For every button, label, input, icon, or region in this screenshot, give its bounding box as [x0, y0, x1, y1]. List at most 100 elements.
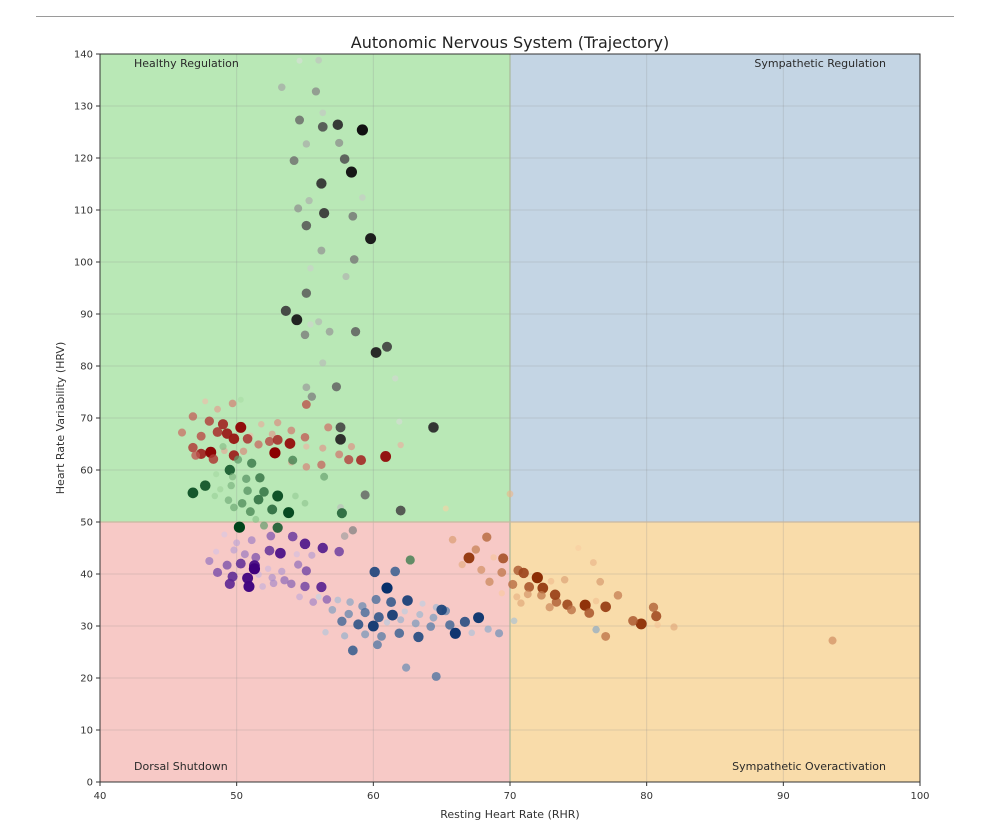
- data-point: [654, 621, 661, 629]
- data-point: [377, 632, 386, 641]
- data-point: [426, 622, 436, 631]
- data-point: [242, 572, 254, 584]
- data-point: [302, 463, 311, 471]
- data-point: [477, 565, 486, 574]
- data-point: [280, 576, 289, 585]
- data-point: [264, 565, 272, 572]
- data-point: [222, 560, 232, 570]
- data-point: [227, 481, 235, 490]
- data-point: [458, 561, 466, 569]
- top-rule: [36, 16, 954, 17]
- data-point: [360, 607, 370, 618]
- data-point: [308, 551, 316, 559]
- x-tick-label: 40: [94, 791, 107, 802]
- data-point: [301, 400, 311, 409]
- data-point: [316, 178, 327, 189]
- data-point: [413, 631, 424, 643]
- x-tick-label: 100: [910, 791, 929, 802]
- data-point: [498, 553, 509, 564]
- y-tick-label: 50: [80, 518, 93, 529]
- data-point: [341, 632, 349, 640]
- series-oranges-cluster: [442, 490, 837, 645]
- data-point: [547, 577, 555, 585]
- y-tick-label: 60: [80, 466, 93, 477]
- data-point: [592, 625, 600, 634]
- data-point: [592, 597, 600, 605]
- data-point: [268, 430, 276, 438]
- series-greys-cluster: [278, 56, 439, 540]
- quadrant-label-healthy-regulation: Healthy Regulation: [134, 57, 239, 70]
- data-point: [188, 412, 198, 421]
- data-point: [397, 441, 404, 449]
- data-point: [188, 442, 198, 453]
- data-point: [335, 138, 344, 147]
- data-point: [317, 246, 326, 255]
- y-tick-label: 110: [74, 206, 93, 217]
- data-point: [278, 83, 286, 92]
- data-point: [524, 582, 535, 592]
- data-point: [589, 559, 597, 567]
- data-point: [394, 628, 405, 639]
- data-point: [275, 547, 286, 559]
- y-tick-label: 10: [80, 726, 93, 737]
- quadrant-label-sympathetic-overactivation: Sympathetic Overactivation: [732, 760, 886, 773]
- data-point: [448, 535, 457, 544]
- series-greens-cluster: [187, 396, 415, 565]
- data-point: [272, 434, 283, 445]
- data-point: [228, 473, 237, 481]
- data-point: [243, 580, 255, 593]
- y-tick-label: 100: [74, 258, 93, 269]
- data-point: [217, 486, 224, 493]
- data-point: [252, 515, 260, 523]
- data-point: [320, 472, 329, 481]
- data-point: [230, 503, 238, 512]
- data-point: [459, 616, 470, 627]
- data-point: [510, 617, 518, 625]
- data-point: [259, 487, 269, 497]
- data-point: [369, 566, 380, 578]
- data-point: [397, 616, 405, 624]
- data-point: [383, 619, 391, 626]
- data-point: [315, 318, 323, 326]
- data-point: [331, 382, 342, 392]
- data-point: [233, 539, 241, 547]
- data-point: [322, 629, 329, 636]
- data-point: [348, 211, 358, 221]
- data-point: [243, 486, 252, 496]
- data-point: [345, 166, 358, 178]
- quadrant-sympathetic-overactivation: [510, 522, 920, 782]
- data-point: [191, 451, 201, 460]
- data-point: [372, 640, 382, 650]
- y-tick-label: 70: [80, 414, 93, 425]
- data-point: [303, 443, 310, 450]
- data-point: [628, 615, 638, 626]
- data-point: [309, 598, 318, 606]
- data-point: [224, 578, 235, 589]
- data-point: [436, 604, 447, 616]
- data-point: [213, 548, 220, 555]
- data-point: [278, 567, 286, 576]
- data-point: [579, 599, 591, 611]
- y-axis-ticks: 0 10 20 30 40 50 60 70 80 90 100 110 120 130 140: [74, 50, 100, 789]
- quadrant-healthy-regulation: [100, 54, 510, 522]
- data-point: [463, 552, 475, 564]
- data-point: [202, 398, 209, 405]
- data-point: [219, 443, 227, 451]
- data-point: [224, 464, 236, 476]
- data-point: [213, 471, 220, 478]
- data-point: [299, 538, 311, 550]
- data-point: [498, 590, 505, 597]
- data-point: [325, 327, 334, 336]
- x-tick-label: 60: [367, 791, 380, 802]
- data-point: [560, 575, 569, 584]
- data-point: [648, 602, 659, 612]
- data-point: [468, 629, 476, 637]
- data-point: [289, 156, 299, 166]
- data-point: [523, 590, 532, 599]
- data-point: [339, 154, 350, 164]
- data-point: [311, 87, 321, 96]
- data-point: [324, 423, 333, 432]
- data-point: [274, 419, 282, 427]
- quadrant-dorsal-shutdown: [100, 522, 510, 782]
- data-point: [381, 582, 393, 594]
